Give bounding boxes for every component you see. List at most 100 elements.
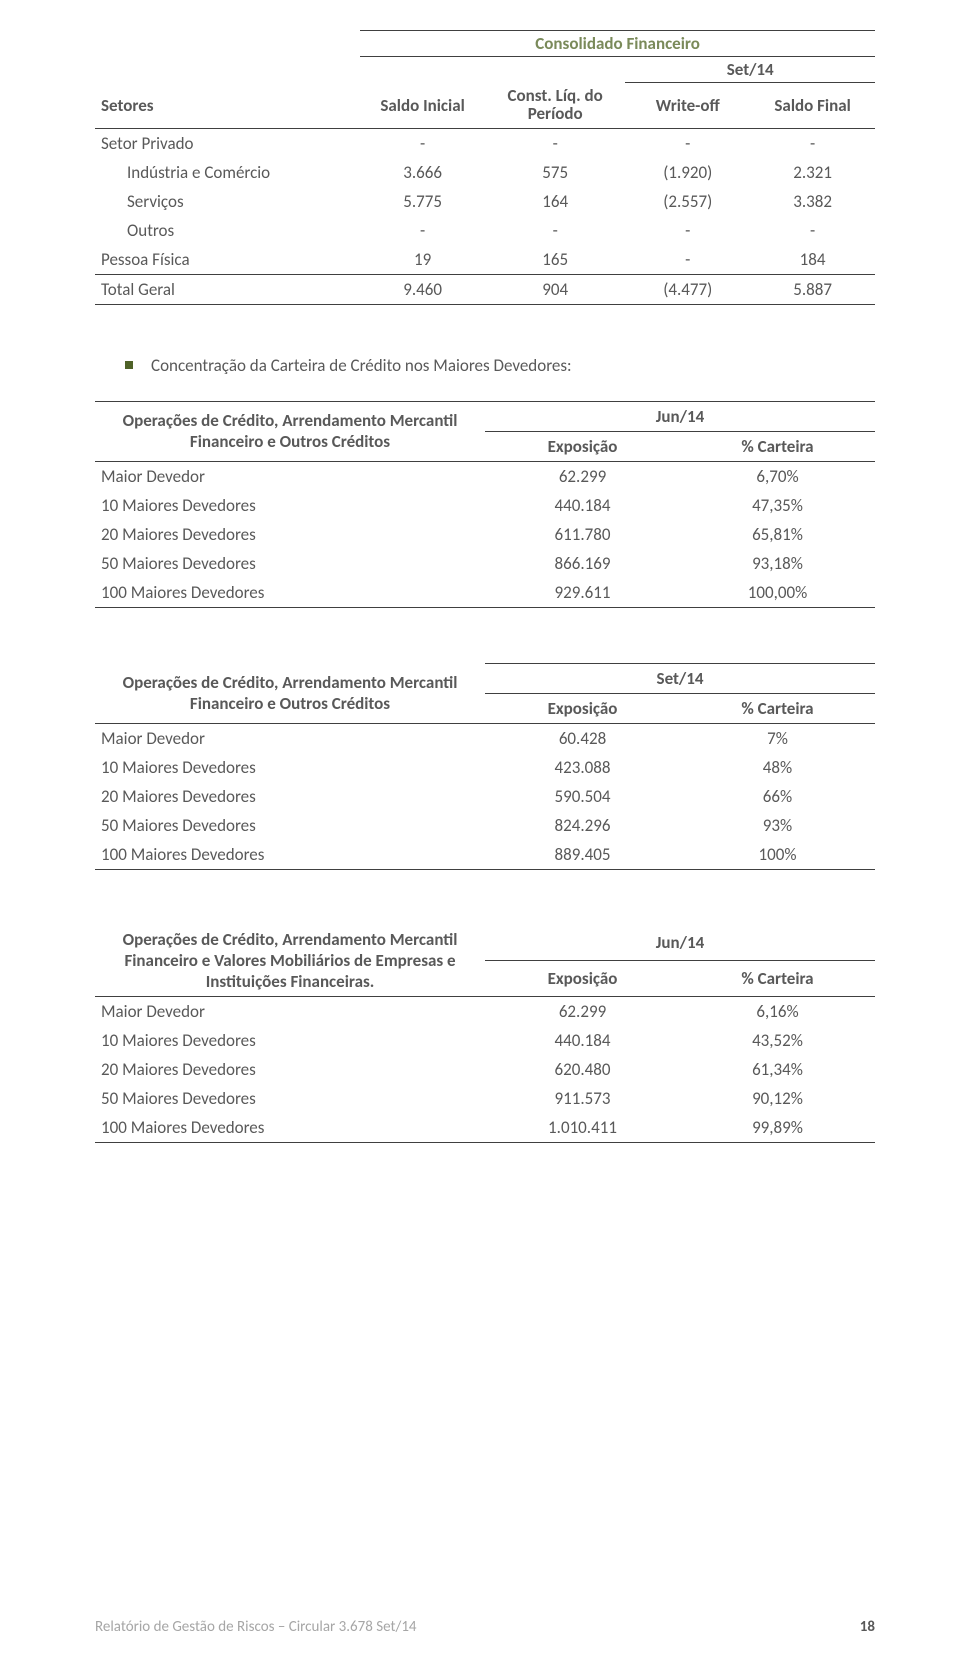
col-carteira: % Carteira: [680, 693, 875, 723]
row-label: Maior Devedor: [95, 461, 485, 491]
cell: -: [485, 128, 625, 158]
cell-carteira: 93%: [680, 811, 875, 840]
cell: 575: [485, 158, 625, 187]
table-row: 100 Maiores Devedores889.405100%: [95, 840, 875, 870]
cell: -: [750, 128, 875, 158]
row-label: Indústria e Comércio: [95, 158, 360, 187]
col-const-liq: Const. Líq. do Período: [485, 83, 625, 129]
table-row: Pessoa Física19165-184: [95, 245, 875, 275]
cell-carteira: 6,16%: [680, 996, 875, 1026]
table-period-row: Set/14: [95, 57, 875, 83]
cell-carteira: 65,81%: [680, 520, 875, 549]
row-label: 10 Maiores Devedores: [95, 1026, 485, 1055]
cell-exposicao: 911.573: [485, 1084, 680, 1113]
page-footer: Relatório de Gestão de Riscos – Circular…: [95, 1618, 875, 1636]
cell-carteira: 7%: [680, 723, 875, 753]
cell-exposicao: 866.169: [485, 549, 680, 578]
cell-exposicao: 60.428: [485, 723, 680, 753]
cell: -: [485, 216, 625, 245]
cell-exposicao: 423.088: [485, 753, 680, 782]
cell-carteira: 93,18%: [680, 549, 875, 578]
cell-exposicao: 929.611: [485, 578, 680, 608]
col-setores: Setores: [95, 83, 360, 129]
cell: 184: [750, 245, 875, 275]
cell: 3.666: [360, 158, 485, 187]
row-label: 20 Maiores Devedores: [95, 520, 485, 549]
cell-carteira: 43,52%: [680, 1026, 875, 1055]
table-super-header: Consolidado Financeiro: [95, 31, 875, 57]
cell-carteira: 47,35%: [680, 491, 875, 520]
table-header-row: Setores Saldo Inicial Const. Líq. do Per…: [95, 83, 875, 129]
table-row: Serviços5.775164(2.557)3.382: [95, 187, 875, 216]
cell: (2.557): [625, 187, 750, 216]
cell-exposicao: 611.780: [485, 520, 680, 549]
col-carteira: % Carteira: [680, 960, 875, 996]
table-row: 10 Maiores Devedores423.08848%: [95, 753, 875, 782]
table-row: Indústria e Comércio3.666575(1.920)2.321: [95, 158, 875, 187]
row-label: 50 Maiores Devedores: [95, 1084, 485, 1113]
ct-period: Jun/14: [485, 401, 875, 431]
ct-period: Set/14: [485, 663, 875, 693]
ct-period: Jun/14: [485, 925, 875, 960]
cell-carteira: 100%: [680, 840, 875, 870]
cell: -: [625, 128, 750, 158]
table-row: Maior Devedor62.2996,70%: [95, 461, 875, 491]
page-number: 18: [860, 1618, 875, 1636]
cell: 3.382: [750, 187, 875, 216]
cell: (1.920): [625, 158, 750, 187]
table-row: 20 Maiores Devedores620.48061,34%: [95, 1055, 875, 1084]
cell: -: [625, 216, 750, 245]
cell-exposicao: 62.299: [485, 996, 680, 1026]
cell: -: [625, 245, 750, 275]
cell-carteira: 48%: [680, 753, 875, 782]
sector-table: Consolidado Financeiro Set/14 Setores Sa…: [95, 30, 875, 305]
row-label: 100 Maiores Devedores: [95, 1113, 485, 1143]
row-label: 50 Maiores Devedores: [95, 549, 485, 578]
total-c2: 904: [485, 274, 625, 304]
total-c4: 5.887: [750, 274, 875, 304]
row-label: 100 Maiores Devedores: [95, 840, 485, 870]
cell: 165: [485, 245, 625, 275]
row-label: 50 Maiores Devedores: [95, 811, 485, 840]
period-cell: Set/14: [625, 57, 875, 83]
ct-title: Operações de Crédito, Arrendamento Merca…: [95, 925, 485, 997]
cell: 164: [485, 187, 625, 216]
footer-text: Relatório de Gestão de Riscos – Circular…: [95, 1618, 417, 1636]
cell-carteira: 6,70%: [680, 461, 875, 491]
ct-title: Operações de Crédito, Arrendamento Merca…: [95, 401, 485, 461]
cell: 19: [360, 245, 485, 275]
table-row: 50 Maiores Devedores866.16993,18%: [95, 549, 875, 578]
ct-title: Operações de Crédito, Arrendamento Merca…: [95, 663, 485, 723]
cell-exposicao: 620.480: [485, 1055, 680, 1084]
cell-exposicao: 440.184: [485, 1026, 680, 1055]
row-label: Serviços: [95, 187, 360, 216]
cell-carteira: 90,12%: [680, 1084, 875, 1113]
row-label: 10 Maiores Devedores: [95, 491, 485, 520]
table-row: 20 Maiores Devedores611.78065,81%: [95, 520, 875, 549]
row-label: 10 Maiores Devedores: [95, 753, 485, 782]
cell-exposicao: 440.184: [485, 491, 680, 520]
table-row: 100 Maiores Devedores929.611100,00%: [95, 578, 875, 608]
cell: 2.321: [750, 158, 875, 187]
cell: -: [750, 216, 875, 245]
col-saldo-final: Saldo Final: [750, 83, 875, 129]
bullet-heading: Concentração da Carteira de Crédito nos …: [125, 355, 875, 376]
table-row: 20 Maiores Devedores590.50466%: [95, 782, 875, 811]
cell-exposicao: 590.504: [485, 782, 680, 811]
table-row: Maior Devedor62.2996,16%: [95, 996, 875, 1026]
table-row: Maior Devedor60.4287%: [95, 723, 875, 753]
total-c1: 9.460: [360, 274, 485, 304]
ct-header-row: Operações de Crédito, Arrendamento Merca…: [95, 401, 875, 431]
table-row: 10 Maiores Devedores440.18447,35%: [95, 491, 875, 520]
cell-carteira: 61,34%: [680, 1055, 875, 1084]
cell-exposicao: 62.299: [485, 461, 680, 491]
super-header-cell: Consolidado Financeiro: [360, 31, 875, 57]
total-label: Total Geral: [95, 274, 360, 304]
table-row: Outros----: [95, 216, 875, 245]
table-row: 50 Maiores Devedores911.57390,12%: [95, 1084, 875, 1113]
cell-exposicao: 1.010.411: [485, 1113, 680, 1143]
table-row: 100 Maiores Devedores1.010.41199,89%: [95, 1113, 875, 1143]
ct-header-row: Operações de Crédito, Arrendamento Merca…: [95, 663, 875, 693]
cell-carteira: 100,00%: [680, 578, 875, 608]
concentration-table-jun14-creditos: Operações de Crédito, Arrendamento Merca…: [95, 401, 875, 608]
